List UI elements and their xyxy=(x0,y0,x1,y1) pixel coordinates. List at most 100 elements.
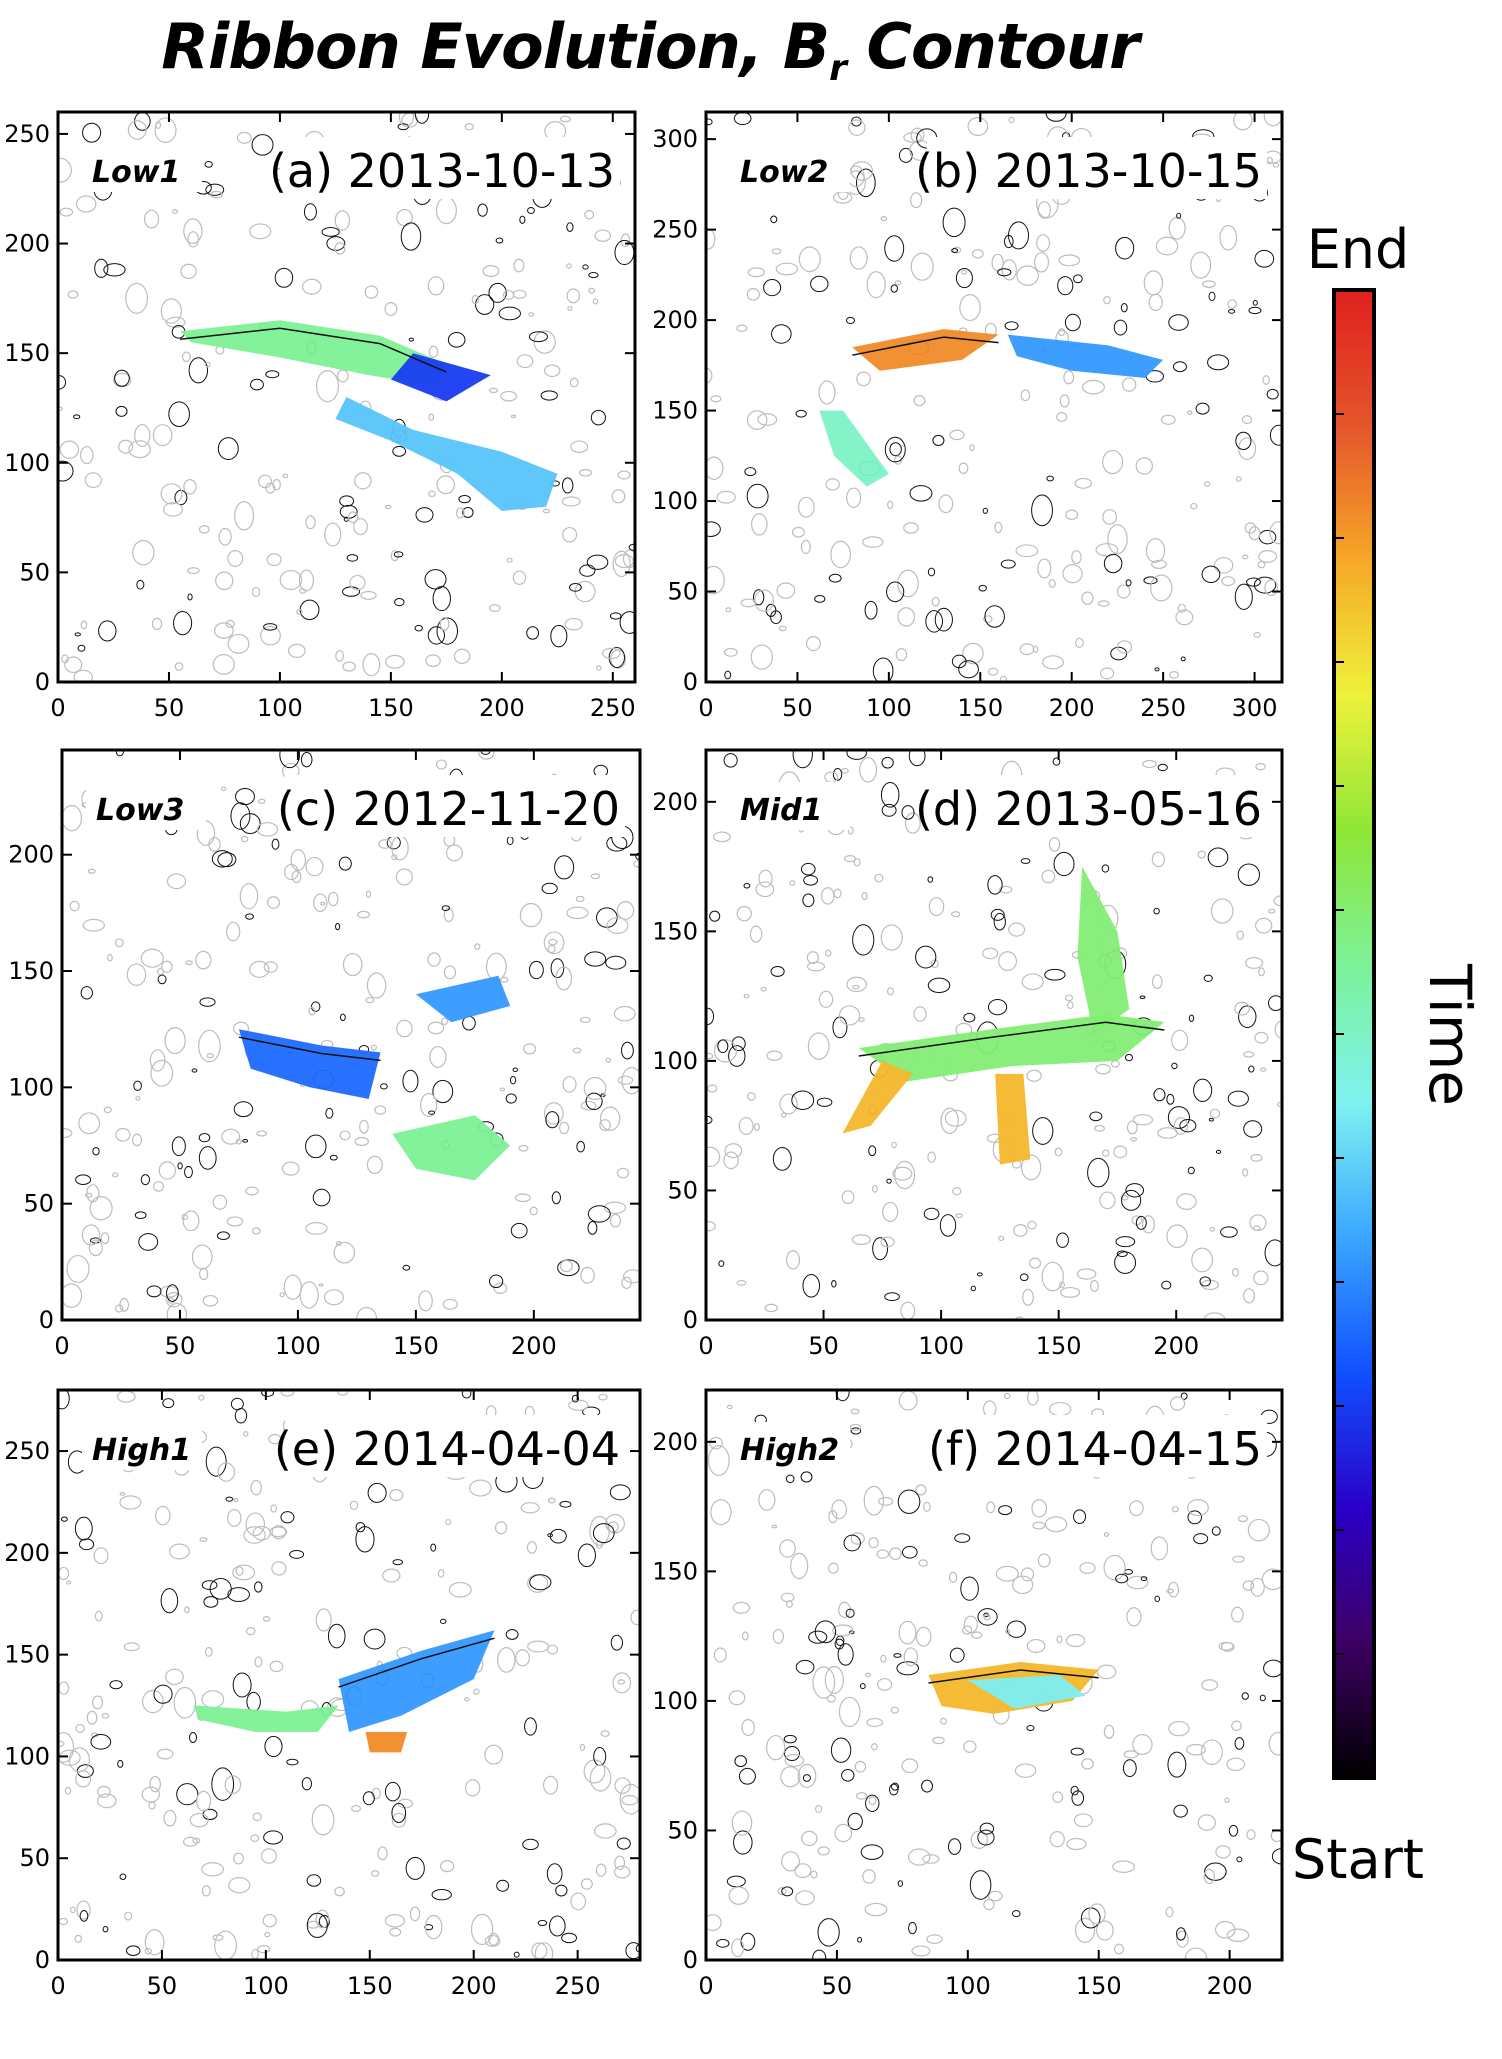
br-contour xyxy=(1074,1917,1096,1943)
br-contour xyxy=(1213,556,1234,574)
br-contour xyxy=(1167,1106,1190,1129)
br-contour xyxy=(940,1107,959,1135)
br-contour xyxy=(887,500,894,510)
y-tick-label: 50 xyxy=(19,1844,50,1872)
br-contour xyxy=(1096,1664,1117,1680)
br-contour xyxy=(488,604,501,613)
br-contour xyxy=(1250,1577,1265,1597)
br-contour xyxy=(1095,1920,1114,1941)
br-contour xyxy=(215,571,234,591)
br-contour xyxy=(1255,917,1273,934)
y-tick-label: 250 xyxy=(4,120,50,148)
br-contour xyxy=(1037,1553,1051,1568)
br-contour xyxy=(92,1695,104,1710)
br-contour xyxy=(752,589,765,606)
br-contour xyxy=(828,573,842,583)
br-contour xyxy=(570,1892,587,1911)
br-contour xyxy=(888,1783,899,1796)
br-contour xyxy=(726,1404,733,1410)
ribbon-a-3 xyxy=(390,353,491,402)
br-contour xyxy=(148,1801,156,1810)
br-contour xyxy=(204,161,213,168)
ribbon-e-1 xyxy=(338,1630,495,1732)
br-contour xyxy=(78,1538,95,1551)
br-contour xyxy=(747,267,765,278)
br-contour xyxy=(949,1647,965,1663)
br-contour xyxy=(1161,1280,1172,1290)
br-contour xyxy=(619,1783,640,1815)
br-contour xyxy=(541,882,558,895)
br-contour xyxy=(543,1102,564,1125)
br-contour xyxy=(523,1043,537,1055)
br-contour xyxy=(561,1932,577,1944)
br-contour xyxy=(384,301,398,317)
br-contour xyxy=(143,209,160,229)
br-contour xyxy=(1208,1118,1214,1122)
br-contour xyxy=(196,1790,212,1812)
br-contour xyxy=(884,436,906,463)
br-contour xyxy=(543,931,565,955)
br-contour xyxy=(181,351,191,363)
br-contour xyxy=(471,294,480,305)
br-contour xyxy=(529,1574,552,1591)
br-contour xyxy=(235,787,255,806)
y-tick-label: 250 xyxy=(4,1437,50,1465)
br-contour xyxy=(90,1734,112,1750)
br-contour xyxy=(533,330,556,354)
x-tick-label: 100 xyxy=(243,1972,289,2000)
br-contour xyxy=(146,1285,162,1298)
br-contour xyxy=(1032,645,1039,654)
br-contour xyxy=(325,1107,334,1119)
br-contour xyxy=(182,1836,198,1847)
br-contour xyxy=(355,1522,366,1533)
br-contour xyxy=(1101,1149,1110,1157)
br-contour xyxy=(362,653,381,677)
br-contour xyxy=(1173,1117,1189,1135)
br-contour xyxy=(1238,437,1257,461)
br-contour xyxy=(860,1844,884,1860)
br-contour xyxy=(569,583,582,592)
br-contour xyxy=(850,1532,865,1545)
br-contour xyxy=(890,284,898,293)
br-contour xyxy=(336,369,349,383)
y-tick-label: 100 xyxy=(652,487,698,515)
br-contour xyxy=(92,1147,100,1156)
br-contour xyxy=(803,874,818,886)
br-contour xyxy=(1148,293,1163,312)
br-contour xyxy=(958,462,969,474)
br-contour xyxy=(741,1719,755,1737)
br-contour xyxy=(1049,1831,1065,1848)
br-contour xyxy=(1081,379,1105,395)
br-contour xyxy=(846,976,867,993)
br-contour xyxy=(160,1588,179,1614)
br-contour xyxy=(199,1537,208,1542)
br-contour xyxy=(254,1656,263,1668)
y-tick-label: 50 xyxy=(667,1176,698,1204)
br-contour xyxy=(723,1151,739,1170)
br-contour xyxy=(832,1016,848,1039)
br-contour xyxy=(949,429,965,441)
br-contour xyxy=(832,1624,854,1637)
br-contour xyxy=(607,1521,619,1533)
br-contour xyxy=(806,951,820,964)
br-contour xyxy=(266,896,281,909)
br-contour xyxy=(115,750,124,757)
br-contour xyxy=(313,893,328,912)
br-contour xyxy=(191,1068,198,1073)
br-contour xyxy=(707,1084,718,1093)
br-contour xyxy=(282,473,289,479)
br-contour xyxy=(1041,869,1056,884)
br-contour xyxy=(962,1625,973,1635)
br-contour xyxy=(894,280,902,286)
br-contour xyxy=(205,183,225,196)
y-tick-label: 0 xyxy=(39,1306,54,1334)
br-contour xyxy=(731,1810,753,1836)
x-tick-label: 150 xyxy=(1036,1332,1082,1360)
x-tick-label: 200 xyxy=(1153,1332,1199,1360)
br-contour xyxy=(227,1587,250,1602)
br-contour xyxy=(163,1809,177,1827)
br-contour xyxy=(851,1234,871,1246)
br-contour xyxy=(954,1533,971,1543)
br-contour xyxy=(927,567,936,577)
br-contour xyxy=(220,786,227,792)
